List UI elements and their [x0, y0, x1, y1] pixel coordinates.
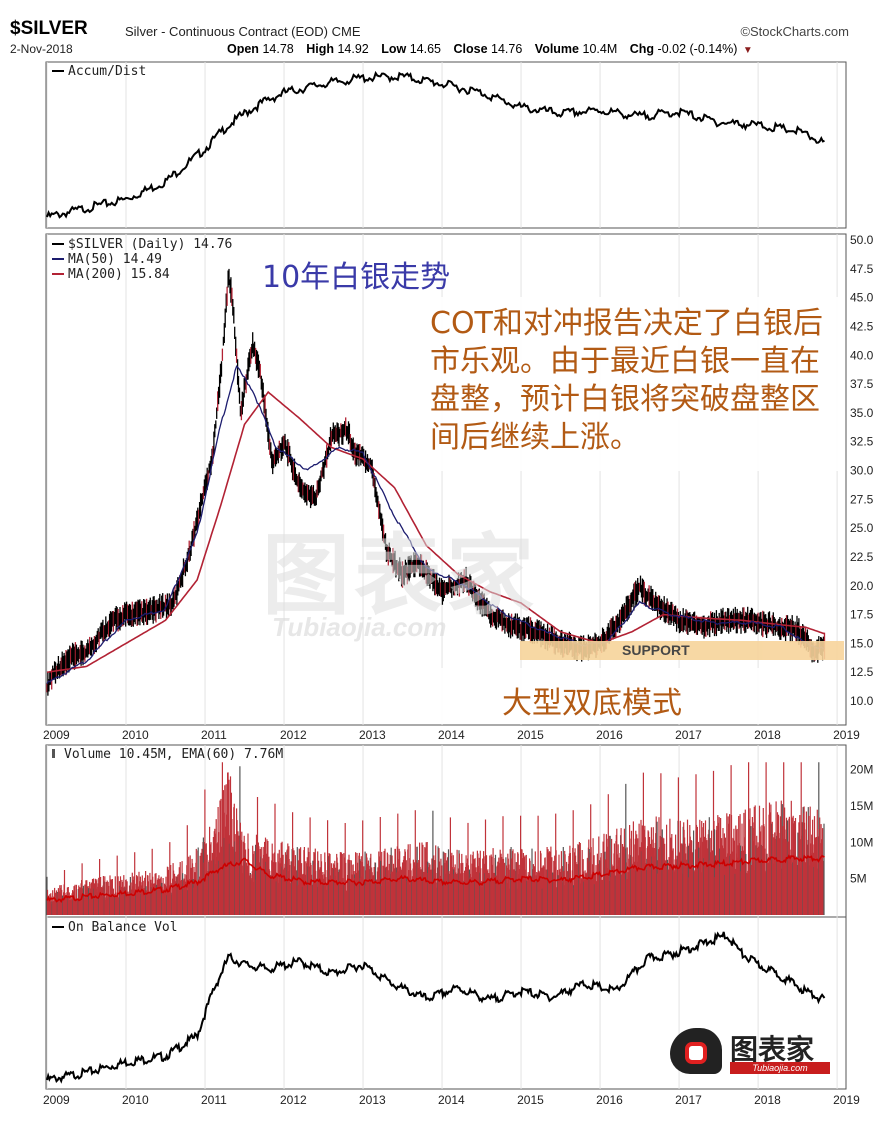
price-tick-label: 37.5: [850, 377, 874, 391]
chg-label: Chg: [629, 42, 655, 56]
year-tick-label: 2019: [833, 1093, 860, 1107]
price-tick-label: 27.5: [850, 492, 874, 506]
chart-header: $SILVER Silver - Continuous Contract (EO…: [0, 0, 895, 62]
watermark: 图表家: [262, 524, 539, 627]
price-tick-label: 10.0: [850, 694, 874, 708]
close-value: 14.76: [491, 42, 523, 56]
volume-tick-label: 15M: [850, 799, 873, 813]
support-band: SUPPORT: [520, 641, 844, 660]
price-tick-label: 15.0: [850, 636, 874, 650]
year-tick-label: 2009: [43, 728, 70, 742]
accum-dist-legend-label: Accum/Dist: [68, 64, 146, 79]
low-label: Low: [381, 42, 407, 56]
price-tick-label: 42.5: [850, 319, 874, 333]
price-tick-label: 17.5: [850, 608, 874, 622]
year-tick-label: 2010: [122, 728, 149, 742]
year-tick-label: 2013: [359, 1093, 386, 1107]
obv-panel: [46, 931, 826, 1084]
low-value: 14.65: [409, 42, 441, 56]
volume-label: Volume: [534, 42, 580, 56]
accum-dist-panel: [46, 70, 825, 219]
year-tick-label: 2016: [596, 1093, 623, 1107]
price-panel: [46, 268, 826, 696]
volume-panel: [46, 762, 825, 915]
year-tick-label: 2019: [833, 728, 860, 742]
price-tick-label: 45.0: [850, 291, 874, 305]
obv-legend-label: On Balance Vol: [68, 920, 178, 935]
symbol: $SILVER: [10, 18, 88, 39]
high-label: High: [306, 42, 334, 56]
high-value: 14.92: [337, 42, 369, 56]
year-tick-label: 2014: [438, 728, 465, 742]
year-tick-label: 2011: [201, 1093, 227, 1107]
year-tick-label: 2017: [675, 1093, 702, 1107]
support-label: SUPPORT: [622, 642, 690, 658]
volume-tick-label: 20M: [850, 763, 873, 777]
open-label: Open: [227, 42, 259, 56]
year-tick-label: 2011: [201, 728, 227, 742]
volume-legend-icon: [52, 749, 55, 758]
price-tick-label: 30.0: [850, 464, 874, 478]
pattern-label: 大型双底模式: [502, 686, 682, 721]
year-tick-label: 2018: [754, 728, 781, 742]
chg-value: -0.02 (-0.14%): [657, 42, 738, 56]
price-tick-label: 47.5: [850, 262, 874, 276]
price-tick-label: 22.5: [850, 550, 874, 564]
ma50-line: [46, 365, 825, 685]
price-tick-label: 25.0: [850, 521, 874, 535]
year-tick-label: 2016: [596, 728, 623, 742]
ohlc-row: Open 14.78 High 14.92 Low 14.65 Close 14…: [227, 42, 753, 56]
logo-text: 图表家: [730, 1033, 815, 1066]
price-tick-label: 12.5: [850, 665, 874, 679]
ma50-legend-label: MA(50) 14.49: [68, 252, 162, 267]
price-tick-label: 20.0: [850, 579, 874, 593]
price-tick-label: 35.0: [850, 406, 874, 420]
down-arrow-icon: ▼: [742, 45, 753, 56]
quote-date: 2-Nov-2018: [10, 42, 73, 56]
ma200-line: [46, 390, 825, 673]
logo-tag: Tubiaojia.com: [730, 1062, 830, 1074]
year-tick-label: 2018: [754, 1093, 781, 1107]
year-tick-label: 2013: [359, 728, 386, 742]
subtitle: Silver - Continuous Contract (EOD) CME: [125, 24, 361, 39]
year-tick-label: 2012: [280, 1093, 307, 1107]
open-value: 14.78: [262, 42, 294, 56]
watermark-latin: Tubiaojia.com: [272, 612, 447, 642]
brand-logo: 图表家 Tubiaojia.com: [670, 1028, 840, 1076]
volume-bars: [46, 762, 825, 915]
year-tick-label: 2017: [675, 728, 702, 742]
logo-eye-icon: [685, 1042, 707, 1064]
close-label: Close: [453, 42, 488, 56]
overlay-title: 10年白银走势: [262, 260, 451, 295]
accum-dist-line: [46, 70, 825, 219]
analysis-note: COT和对冲报告决定了白银后市乐观。由于最近白银一直在盘整，预计白银将突破盘整区…: [420, 297, 843, 471]
year-tick-label: 2015: [517, 1093, 544, 1107]
year-tick-label: 2012: [280, 728, 307, 742]
volume-ema-line: [46, 854, 825, 904]
year-tick-label: 2014: [438, 1093, 465, 1107]
price-tick-label: 50.0: [850, 233, 874, 247]
price-legend-label: $SILVER (Daily) 14.76: [68, 237, 232, 252]
year-tick-label: 2009: [43, 1093, 70, 1107]
volume-tick-label: 5M: [850, 872, 867, 886]
volume-value: 10.4M: [582, 42, 618, 56]
year-tick-label: 2015: [517, 728, 544, 742]
volume-tick-label: 10M: [850, 835, 873, 849]
ma200-legend-label: MA(200) 15.84: [68, 267, 170, 282]
source-credit[interactable]: ©StockCharts.com: [740, 24, 849, 39]
axis-labels: 50.0 47.5 45.0 42.5 40.0 37.5 35.0 32.5 30.0 27.5…: [43, 233, 874, 1107]
price-tick-label: 32.5: [850, 435, 874, 449]
price-tick-label: 40.0: [850, 348, 874, 362]
pattern-label-box: 大型双底模式: [372, 668, 827, 724]
year-tick-label: 2010: [122, 1093, 149, 1107]
volume-legend-label: Volume 10.45M, EMA(60) 7.76M: [64, 747, 283, 762]
obv-line: [46, 931, 826, 1084]
